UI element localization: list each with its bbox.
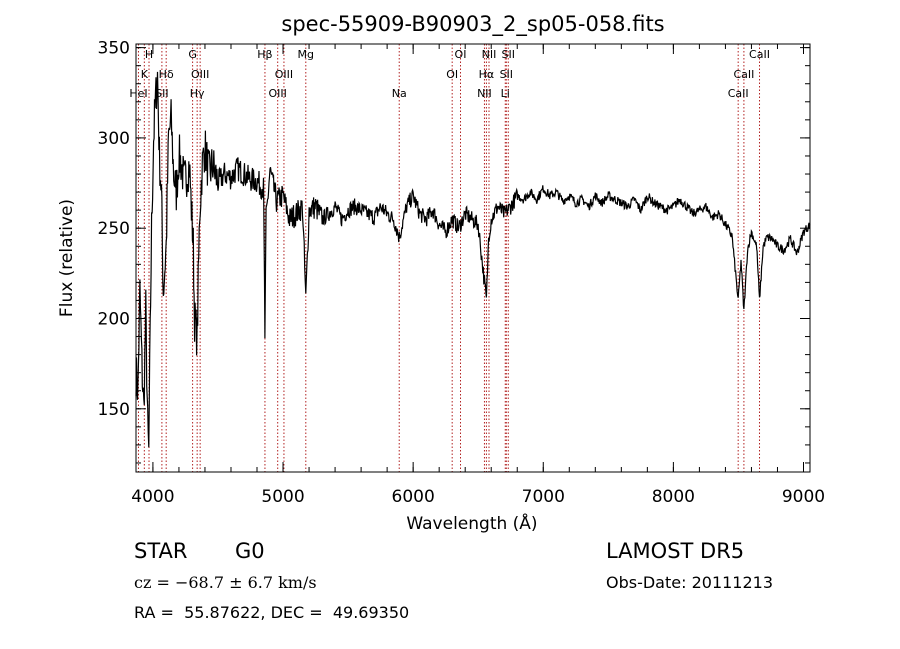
line-label-23: CaII bbox=[728, 87, 749, 100]
x-axis: 4000 5000 6000 7000 8000 9000 bbox=[131, 44, 825, 507]
line-label-1: K bbox=[141, 68, 149, 81]
line-label-17: NII bbox=[477, 87, 492, 100]
line-label-7: Hγ bbox=[190, 87, 205, 100]
observation-date: Obs-Date: 20111213 bbox=[606, 573, 774, 592]
line-label-14: OI bbox=[446, 68, 458, 81]
chart-title: spec-55909-B90903_2_sp05-058.fits bbox=[281, 12, 664, 37]
line-label-16: Hα bbox=[479, 68, 495, 81]
spectral-line-markers bbox=[137, 44, 761, 472]
line-label-10: OIII bbox=[269, 87, 287, 100]
line-label-19: SII bbox=[500, 68, 513, 81]
object-subclass: G0 bbox=[235, 539, 265, 563]
line-label-20: Li bbox=[501, 87, 510, 100]
x-tick-label-1: 5000 bbox=[261, 487, 304, 507]
redshift-cz: cz = −68.7 ± 6.7 km/s bbox=[134, 573, 317, 592]
x-tick-label-4: 8000 bbox=[652, 487, 695, 507]
y-tick-label-1: 200 bbox=[98, 309, 130, 329]
y-tick-label-0: 150 bbox=[98, 400, 130, 420]
line-label-8: Hβ bbox=[257, 48, 272, 61]
x-axis-label: Wavelength (Å) bbox=[406, 512, 537, 534]
coordinates: RA = 55.87622, DEC = 49.69350 bbox=[134, 603, 410, 622]
plot-frame bbox=[135, 43, 811, 473]
x-tick-label-5: 9000 bbox=[782, 487, 825, 507]
line-label-22: CaII bbox=[733, 68, 754, 81]
y-axis-label: Flux (relative) bbox=[57, 199, 77, 317]
line-label-0: H bbox=[145, 48, 153, 61]
object-class: STAR bbox=[134, 539, 188, 563]
x-tick-label-0: 4000 bbox=[131, 487, 174, 507]
line-label-9: OIII bbox=[275, 68, 293, 81]
line-label-5: G bbox=[188, 48, 197, 61]
line-label-18: SII bbox=[502, 48, 515, 61]
line-label-13: OI bbox=[455, 48, 467, 61]
spectral-line-labels: HKHeIHδSIIGOIIIHγHβOIIIOIIIMgNaOIOINIIHα… bbox=[129, 48, 770, 100]
y-tick-label-2: 250 bbox=[98, 219, 130, 239]
y-tick-label-3: 300 bbox=[98, 129, 130, 149]
line-label-3: Hδ bbox=[159, 68, 174, 81]
line-label-2: HeI bbox=[129, 87, 147, 100]
spectrum-series bbox=[135, 71, 811, 448]
line-label-6: OIII bbox=[191, 68, 209, 81]
x-tick-label-2: 6000 bbox=[392, 487, 435, 507]
line-label-21: CaII bbox=[749, 48, 770, 61]
y-axis: 150 200 250 300 350 bbox=[98, 39, 810, 464]
line-label-12: Na bbox=[392, 87, 407, 100]
y-tick-label-4: 350 bbox=[98, 39, 130, 59]
line-label-11: Mg bbox=[298, 48, 314, 61]
line-label-15: NII bbox=[482, 48, 497, 61]
x-tick-label-3: 7000 bbox=[522, 487, 565, 507]
survey-label: LAMOST DR5 bbox=[606, 539, 745, 563]
